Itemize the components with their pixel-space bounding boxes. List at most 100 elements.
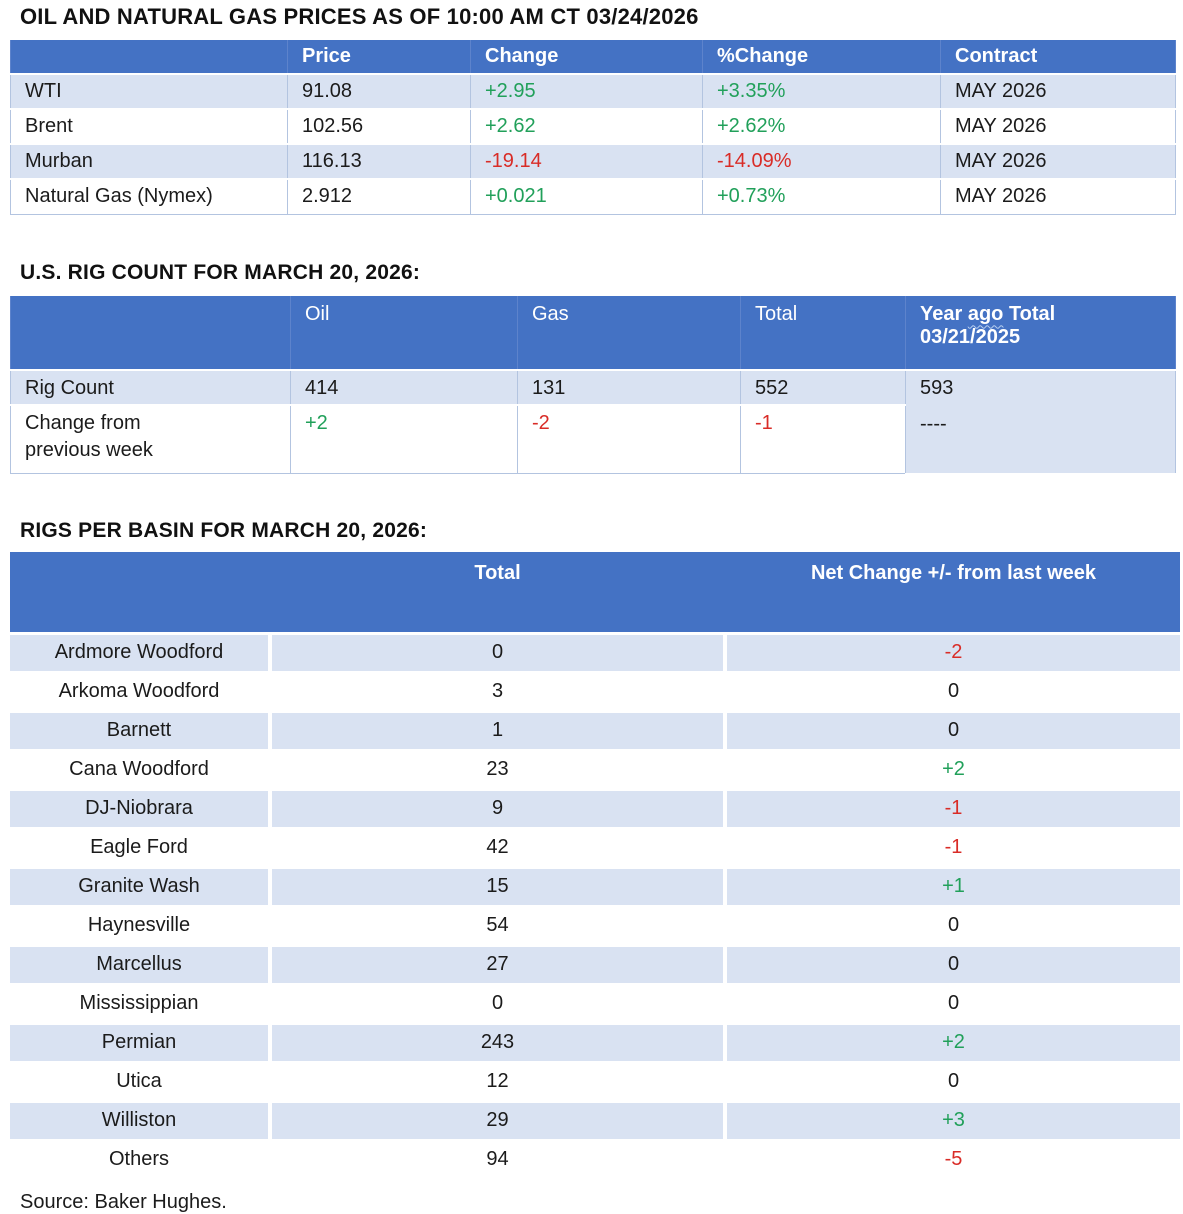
contract-value: MAY 2026 xyxy=(940,108,1176,145)
basin-net-change: -5 xyxy=(727,1141,1180,1178)
basin-row-mississippian: Mississippian 0 0 xyxy=(10,985,1180,1022)
basin-row-haynesville: Haynesville 54 0 xyxy=(10,907,1180,944)
prices-row-natural-gas: Natural Gas (Nymex) 2.912 +0.021 +0.73% … xyxy=(10,178,1176,215)
basin-row-ardmore-woodford: Ardmore Woodford 0 -2 xyxy=(10,634,1180,671)
basins-title: RIGS PER BASIN FOR MARCH 20, 2026: xyxy=(20,518,428,542)
pct-change-value: -14.09% xyxy=(702,143,941,180)
total-change-value: -1 xyxy=(740,403,906,474)
basins-header-total: Total xyxy=(474,561,521,584)
basin-total: 0 xyxy=(272,985,723,1022)
pct-change-value: +0.73% xyxy=(702,178,941,215)
basin-row-williston: Williston 29 +3 xyxy=(10,1102,1180,1139)
prices-title: OIL AND NATURAL GAS PRICES AS OF 10:00 A… xyxy=(20,4,699,29)
basin-row-utica: Utica 12 0 xyxy=(10,1063,1180,1100)
price-value: 2.912 xyxy=(287,178,471,215)
basin-total: 1 xyxy=(272,712,723,749)
basin-label: DJ-Niobrara xyxy=(10,790,268,827)
prices-table: Price Change %Change Contract WTI 91.08 … xyxy=(10,38,1176,215)
commodity-label: WTI xyxy=(10,73,288,110)
rig-count-header-gas: Gas xyxy=(517,293,741,371)
basins-header-row: Total Net Change +/- from last week xyxy=(10,551,1180,632)
rig-count-header-year-ago: Year ago Total 03/21/2025 xyxy=(905,293,1176,371)
pct-change-value: +3.35% xyxy=(702,73,941,110)
basin-net-change: +2 xyxy=(727,751,1180,788)
basin-label: Others xyxy=(10,1141,268,1178)
basin-net-change: 0 xyxy=(727,907,1180,944)
gas-change-value: -2 xyxy=(517,403,741,474)
basin-net-change: -1 xyxy=(727,829,1180,866)
basin-net-change: 0 xyxy=(727,946,1180,983)
basin-row-marcellus: Marcellus 27 0 xyxy=(10,946,1180,983)
basin-total: 15 xyxy=(272,868,723,905)
basin-row-arkoma-woodford: Arkoma Woodford 3 0 xyxy=(10,673,1180,710)
prices-header-price: Price xyxy=(287,38,471,75)
rig-change-row: Change from previous week +2 -2 -1 xyxy=(10,403,1176,474)
basin-row-cana-woodford: Cana Woodford 23 +2 xyxy=(10,751,1180,788)
basin-net-change: -2 xyxy=(727,634,1180,671)
basin-label: Eagle Ford xyxy=(10,829,268,866)
basin-label: Barnett xyxy=(10,712,268,749)
basin-net-change: +2 xyxy=(727,1024,1180,1061)
basin-total: 42 xyxy=(272,829,723,866)
rig-count-title: U.S. RIG COUNT FOR MARCH 20, 2026: xyxy=(20,260,421,284)
basin-label: Mississippian xyxy=(10,985,268,1022)
source-note: Source: Baker Hughes. xyxy=(20,1190,227,1213)
prices-row-brent: Brent 102.56 +2.62 +2.62% MAY 2026 xyxy=(10,108,1176,145)
basin-total: 23 xyxy=(272,751,723,788)
basins-header-net-change: Net Change +/- from last week xyxy=(810,561,1097,584)
pct-change-value: +2.62% xyxy=(702,108,941,145)
basin-net-change: +1 xyxy=(727,868,1180,905)
basin-label: Permian xyxy=(10,1024,268,1061)
rig-count-row: Rig Count 414 131 552 593 ---- xyxy=(10,368,1176,475)
contract-value: MAY 2026 xyxy=(940,178,1176,215)
basin-net-change: 0 xyxy=(727,712,1180,749)
prices-row-wti: WTI 91.08 +2.95 +3.35% MAY 2026 xyxy=(10,73,1176,110)
price-value: 102.56 xyxy=(287,108,471,145)
basin-total: 29 xyxy=(272,1102,723,1139)
contract-value: MAY 2026 xyxy=(940,73,1176,110)
basin-row-others: Others 94 -5 xyxy=(10,1141,1180,1178)
basin-label: Marcellus xyxy=(10,946,268,983)
change-value: -19.14 xyxy=(470,143,703,180)
prices-header-change: Change xyxy=(470,38,703,75)
basin-label: Arkoma Woodford xyxy=(10,673,268,710)
basin-row-permian: Permian 243 +2 xyxy=(10,1024,1180,1061)
basin-net-change: 0 xyxy=(727,985,1180,1022)
ago-misspell-squiggle: ago xyxy=(967,302,1004,325)
rig-count-header-blank xyxy=(10,293,291,371)
rig-count-header-oil: Oil xyxy=(290,293,518,371)
basin-row-dj-niobrara: DJ-Niobrara 9 -1 xyxy=(10,790,1180,827)
prices-header-contract: Contract xyxy=(940,38,1176,75)
change-value: +0.021 xyxy=(470,178,703,215)
oil-rigs-value: 414 xyxy=(290,368,518,406)
basin-row-granite-wash: Granite Wash 15 +1 xyxy=(10,868,1180,905)
basin-total: 54 xyxy=(272,907,723,944)
basin-row-eagle-ford: Eagle Ford 42 -1 xyxy=(10,829,1180,866)
total-rigs-value: 552 xyxy=(740,368,906,406)
basin-label: Utica xyxy=(10,1063,268,1100)
commodity-label: Brent xyxy=(10,108,288,145)
commodity-label: Natural Gas (Nymex) xyxy=(10,178,288,215)
basin-total: 12 xyxy=(272,1063,723,1100)
gas-rigs-value: 131 xyxy=(517,368,741,406)
price-value: 116.13 xyxy=(287,143,471,180)
basin-total: 0 xyxy=(272,634,723,671)
basin-label: Cana Woodford xyxy=(10,751,268,788)
year-ago-change-value: ---- xyxy=(920,412,947,435)
year-ago-date: 03/21/2025 xyxy=(920,325,1021,348)
prices-header-blank xyxy=(10,38,288,75)
basin-total: 27 xyxy=(272,946,723,983)
basin-total: 243 xyxy=(272,1024,723,1061)
basin-label: Haynesville xyxy=(10,907,268,944)
change-value: +2.95 xyxy=(470,73,703,110)
prices-header-pct-change: %Change xyxy=(702,38,941,75)
year-ago-line1: Year ago Total xyxy=(920,302,1056,325)
rig-count-header-total: Total xyxy=(740,293,906,371)
basin-total: 3 xyxy=(272,673,723,710)
basin-label: Williston xyxy=(10,1102,268,1139)
basin-row-barnett: Barnett 1 0 xyxy=(10,712,1180,749)
commodity-label: Murban xyxy=(10,143,288,180)
rig-change-row-label: Change from previous week xyxy=(10,403,291,474)
basin-total: 9 xyxy=(272,790,723,827)
